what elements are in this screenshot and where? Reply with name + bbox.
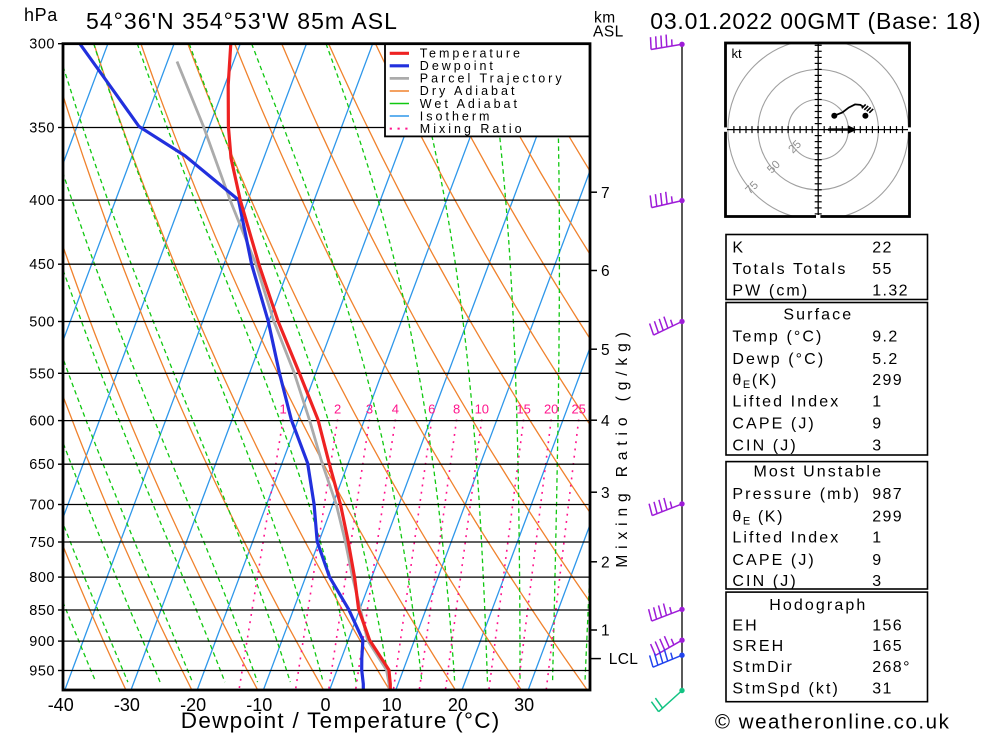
svg-text:850: 850	[29, 603, 55, 619]
svg-text:Temp (°C): Temp (°C)	[732, 329, 823, 346]
svg-text:Totals Totals: Totals Totals	[732, 261, 847, 278]
svg-text:30: 30	[514, 695, 534, 715]
svg-text:165: 165	[872, 638, 903, 655]
svg-text:350: 350	[29, 121, 55, 137]
svg-text:7: 7	[601, 185, 610, 202]
svg-text:Mixing Ratio (g/kg): Mixing Ratio (g/kg)	[614, 326, 631, 567]
svg-text:-30: -30	[114, 695, 140, 715]
svg-text:3: 3	[366, 402, 373, 417]
svg-text:2: 2	[334, 402, 341, 417]
svg-text:3: 3	[872, 573, 882, 590]
svg-text:3: 3	[601, 485, 610, 502]
svg-text:Surface: Surface	[783, 307, 853, 324]
svg-text:Most Unstable: Most Unstable	[754, 464, 884, 481]
svg-text:1: 1	[601, 623, 610, 640]
svg-text:3: 3	[872, 438, 882, 455]
svg-text:CAPE (J): CAPE (J)	[732, 552, 815, 569]
svg-text:2: 2	[601, 554, 610, 571]
svg-text:LCL: LCL	[609, 651, 639, 668]
svg-text:300: 300	[29, 37, 55, 53]
svg-text:PW (cm): PW (cm)	[732, 283, 809, 300]
svg-text:22: 22	[872, 240, 893, 257]
svg-text:StmSpd (kt): StmSpd (kt)	[732, 680, 840, 697]
svg-text:450: 450	[29, 257, 55, 273]
svg-text:4: 4	[601, 413, 610, 430]
svg-text:Dewp (°C): Dewp (°C)	[732, 351, 825, 368]
svg-text:20: 20	[544, 402, 558, 417]
svg-text:299: 299	[872, 372, 903, 389]
svg-text:10: 10	[475, 402, 489, 417]
svg-text:03.01.2022 00GMT (Base: 18): 03.01.2022 00GMT (Base: 18)	[650, 8, 981, 34]
svg-text:156: 156	[872, 617, 903, 634]
svg-text:K: K	[732, 240, 745, 257]
svg-text:5: 5	[601, 342, 610, 359]
svg-text:4: 4	[392, 402, 399, 417]
svg-text:kt: kt	[732, 46, 743, 61]
svg-text:SREH: SREH	[732, 638, 785, 655]
svg-text:800: 800	[29, 570, 55, 586]
svg-text:54°36'N 354°53'W 85m ASL: 54°36'N 354°53'W 85m ASL	[86, 8, 398, 34]
svg-text:299: 299	[872, 508, 903, 525]
svg-text:9: 9	[872, 552, 882, 569]
svg-text:Lifted Index: Lifted Index	[732, 393, 840, 410]
svg-text:600: 600	[29, 414, 55, 430]
svg-text:750: 750	[29, 535, 55, 551]
svg-text:1: 1	[872, 393, 882, 410]
svg-text:400: 400	[29, 193, 55, 209]
svg-text:Lifted Index: Lifted Index	[732, 530, 840, 547]
svg-text:6: 6	[601, 263, 610, 280]
svg-text:650: 650	[29, 457, 55, 473]
svg-text:5.2: 5.2	[872, 351, 898, 368]
svg-text:15: 15	[516, 402, 530, 417]
svg-text:1: 1	[872, 530, 882, 547]
svg-text:Mixing Ratio: Mixing Ratio	[420, 122, 525, 136]
svg-text:550: 550	[29, 366, 55, 382]
svg-text:500: 500	[29, 315, 55, 331]
svg-text:-40: -40	[48, 695, 74, 715]
svg-text:25: 25	[571, 402, 585, 417]
svg-text:950: 950	[29, 664, 55, 680]
svg-text:8: 8	[453, 402, 460, 417]
svg-text:ASL: ASL	[593, 24, 624, 41]
svg-text:CIN (J): CIN (J)	[732, 438, 797, 455]
svg-text:900: 900	[29, 634, 55, 650]
svg-text:EH: EH	[732, 617, 758, 634]
svg-text:6: 6	[428, 402, 435, 417]
svg-text:700: 700	[29, 498, 55, 514]
svg-text:268°: 268°	[872, 659, 911, 676]
svg-text:Pressure (mb): Pressure (mb)	[732, 486, 861, 503]
svg-text:1.32: 1.32	[872, 283, 909, 300]
svg-text:hPa: hPa	[24, 5, 58, 25]
svg-text:θE (K): θE (K)	[732, 508, 784, 527]
svg-text:Hodograph: Hodograph	[769, 597, 867, 614]
svg-text:CAPE (J): CAPE (J)	[732, 416, 815, 433]
svg-text:9: 9	[872, 416, 882, 433]
svg-text:CIN (J): CIN (J)	[732, 573, 797, 590]
svg-text:θE(K): θE(K)	[732, 372, 778, 391]
svg-text:31: 31	[872, 680, 893, 697]
svg-text:55: 55	[872, 261, 893, 278]
svg-text:987: 987	[872, 486, 903, 503]
svg-text:© weatheronline.co.uk: © weatheronline.co.uk	[715, 711, 950, 734]
svg-text:Dewpoint / Temperature (°C): Dewpoint / Temperature (°C)	[181, 708, 501, 733]
svg-text:StmDir: StmDir	[732, 659, 793, 676]
svg-text:9.2: 9.2	[872, 329, 898, 346]
